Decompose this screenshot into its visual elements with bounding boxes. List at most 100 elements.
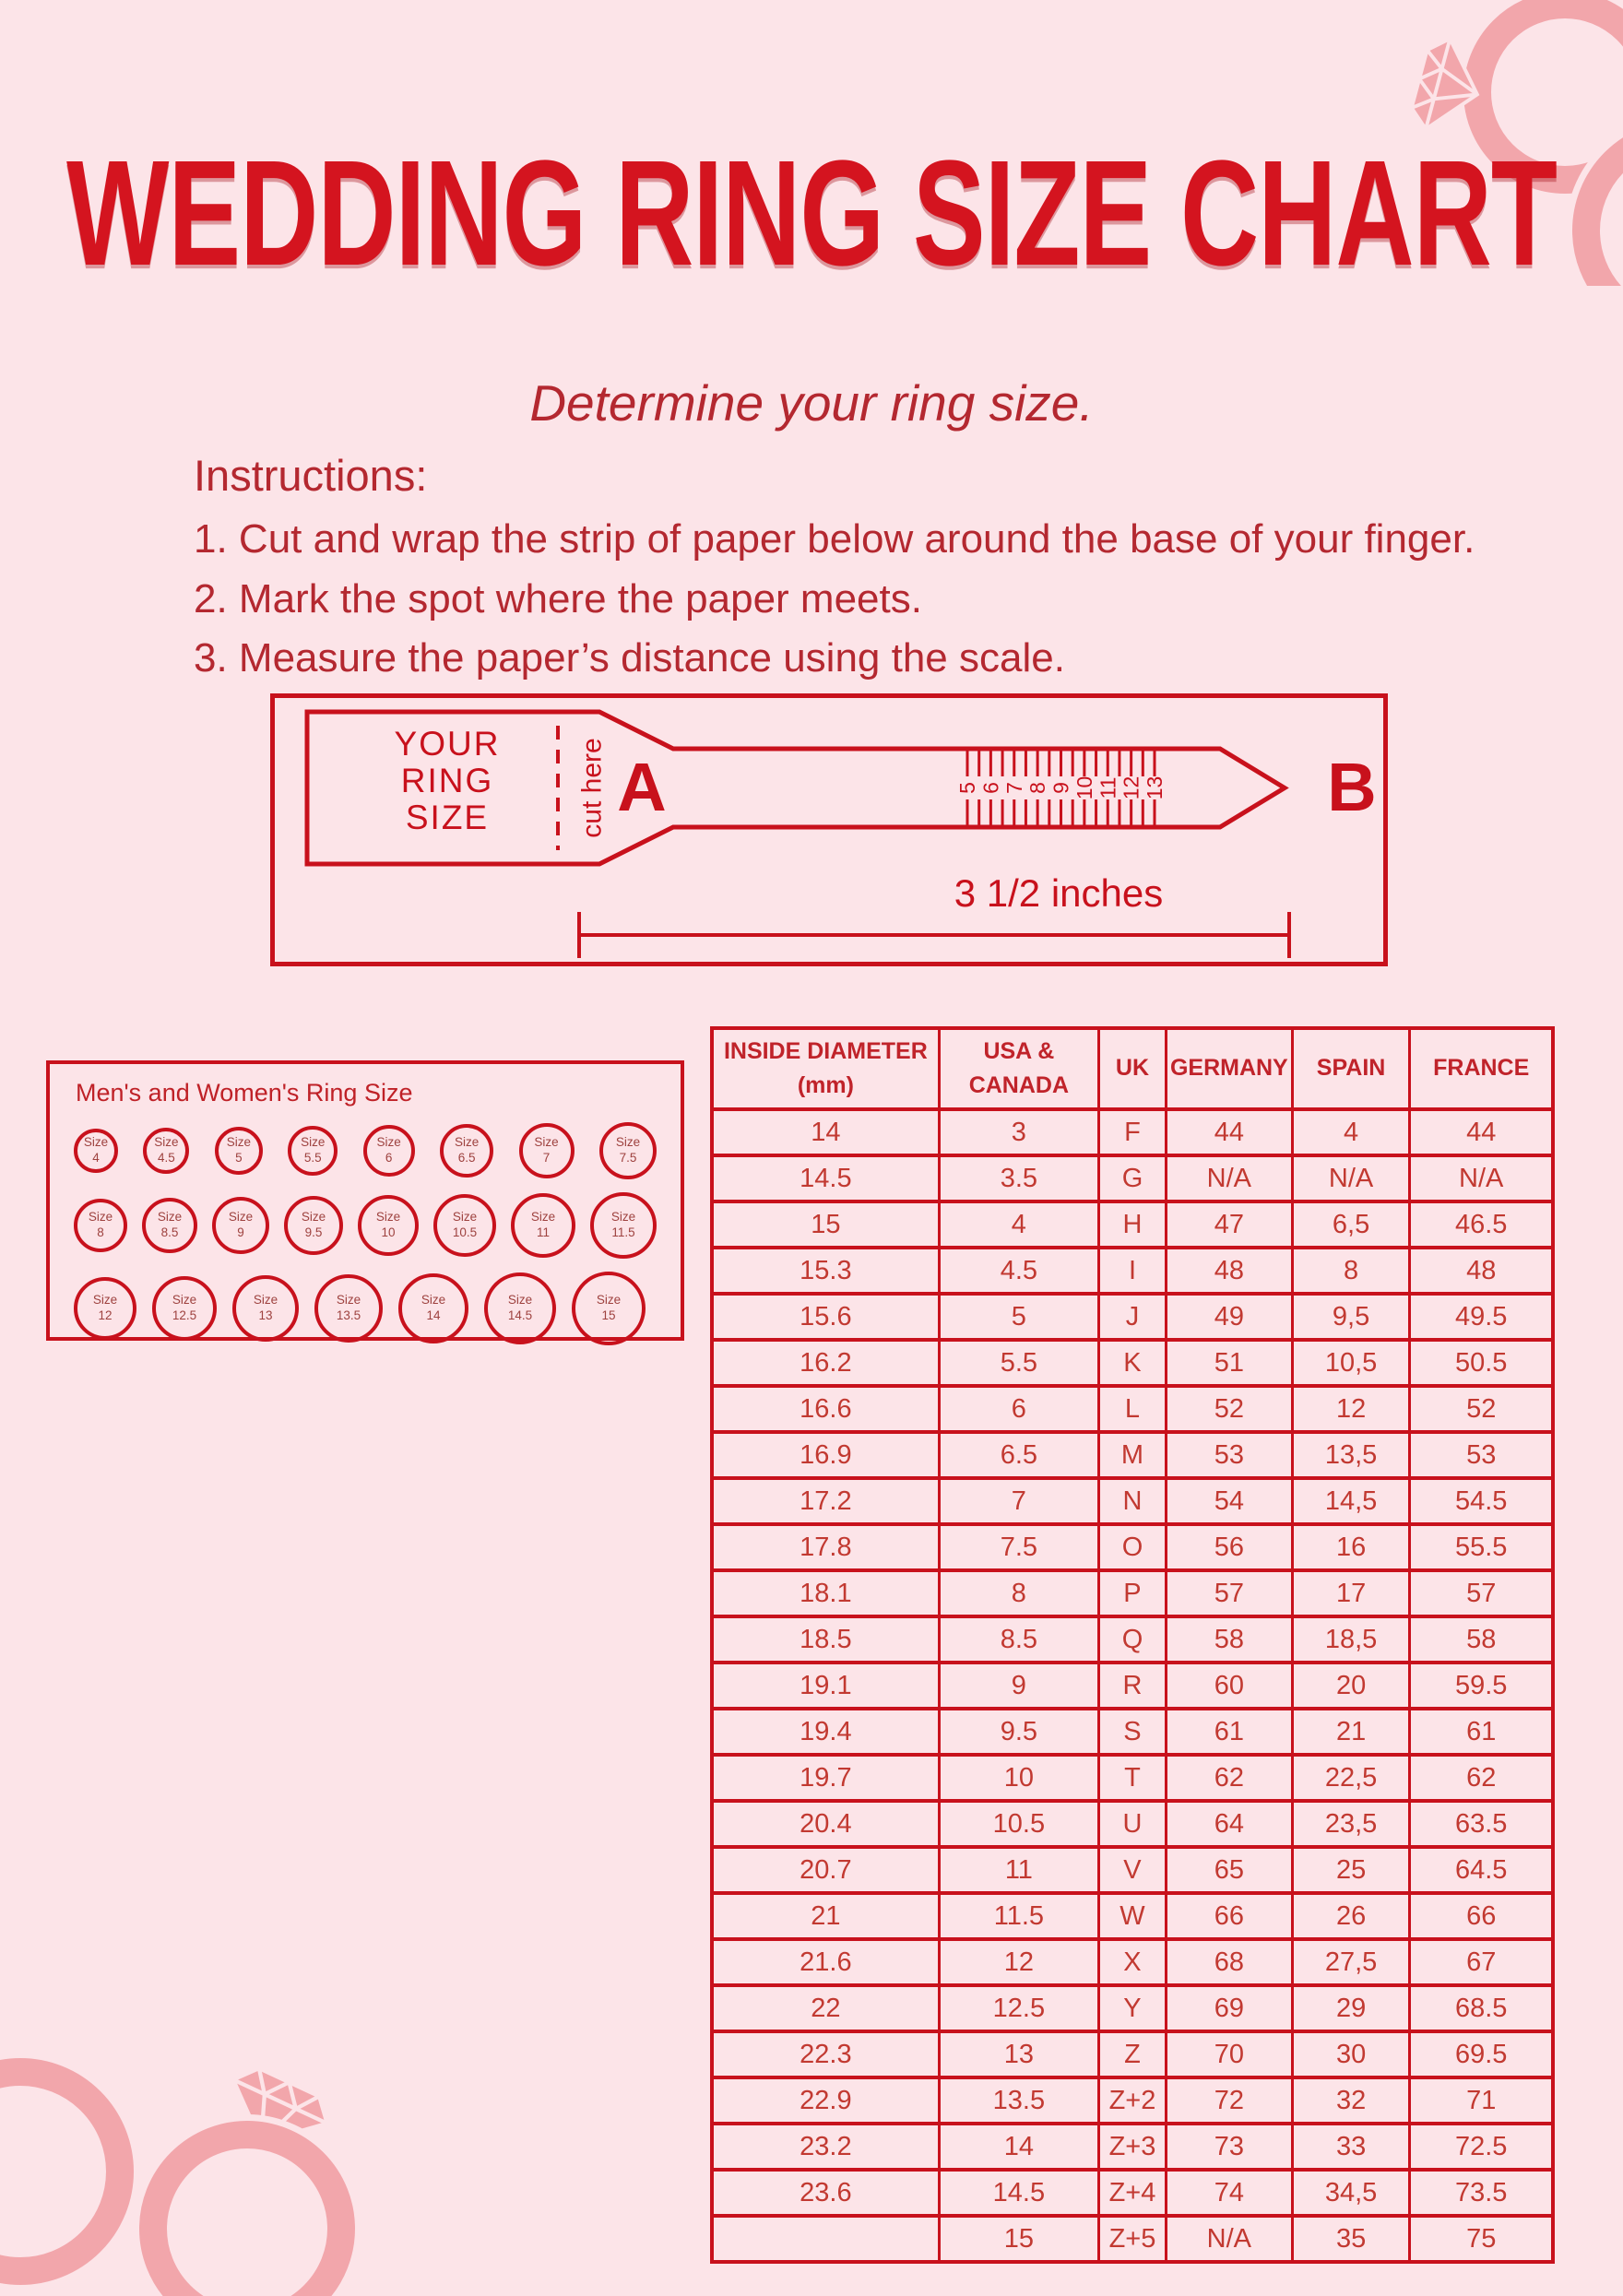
table-cell: 71 [1408,2076,1553,2124]
table-cell: 34,5 [1290,2168,1410,2216]
table-cell: K [1097,1338,1167,1386]
table-row: 19.7 10 T 62 22,5 62 [710,1753,1553,1801]
table-header-row: INSIDE DIAMETER (mm) USA & CANADA UK GERMAN… [710,1026,1553,1109]
table-cell: N/A [1164,2214,1293,2262]
table-row: 16.2 5.5 K 51 10,5 50.5 [710,1338,1553,1386]
table-cell: 62 [1164,1753,1293,1801]
circle-size-value: 14 [426,1308,441,1322]
table-cell: 9,5 [1290,1292,1410,1340]
table-cell: 8 [937,1568,1099,1616]
conversion-table-body: 14 3 F 44 4 44 14.5 3.5 G N/A N/A N/A 15 4 H 47 6,5 46.5 1… [710,1107,1553,2262]
circle-size-value: 6 [385,1151,393,1165]
circle-size-value: 13 [258,1308,273,1322]
table-row: 18.5 8.5 Q 58 18,5 58 [710,1615,1553,1663]
table-cell: 48 [1408,1246,1553,1294]
point-a-label: A [617,749,666,825]
table-cell: N [1097,1476,1167,1524]
sizer-strip-outline [304,709,1289,867]
ring-size-circle: Size 7 [518,1123,575,1178]
table-cell: 8 [1290,1246,1410,1294]
table-cell: 23,5 [1290,1799,1410,1847]
table-cell: 29 [1290,1983,1410,2031]
table-cell: 16.6 [710,1384,940,1432]
table-cell: 53 [1408,1430,1553,1478]
table-cell: 58 [1164,1615,1293,1663]
ruler-number: 8 [1025,782,1049,794]
your-ring-size-line: SIZE [406,799,489,836]
table-cell: J [1097,1292,1167,1340]
table-cell: 14 [937,2122,1099,2170]
circle-size-word: Size [154,1135,179,1150]
table-cell: 49.5 [1408,1292,1553,1340]
table-cell: G [1097,1154,1167,1201]
ruler-number: 13 [1143,776,1167,800]
circle-size-word: Size [534,1135,559,1150]
table-cell: 11.5 [937,1891,1099,1939]
table-cell: L [1097,1384,1167,1432]
ruler-number: 11 [1096,777,1120,799]
ring-size-circle: Size 10.5 [433,1194,496,1257]
ring-size-circle: Size 15 [572,1272,646,1345]
table-cell: U [1097,1799,1167,1847]
table-cell: N/A [1408,1154,1553,1201]
ring-size-circle: Size 5 [214,1127,263,1175]
ruler-number: 7 [1002,782,1026,794]
ring-size-circle: Size 4.5 [143,1128,190,1174]
column-header: USA & CANADA [937,1026,1099,1109]
table-cell: 22.9 [710,2076,940,2124]
table-cell: 13.5 [937,2076,1099,2124]
table-cell: 50.5 [1408,1338,1553,1386]
table-cell: 61 [1408,1707,1553,1755]
table-cell: 59.5 [1408,1661,1553,1709]
table-row: 20.4 10.5 U 64 23,5 63.5 [710,1799,1553,1847]
table-cell: 54.5 [1408,1476,1553,1524]
table-cell: 19.1 [710,1661,940,1709]
ring-size-circle: Size 14.5 [484,1272,556,1344]
table-cell: Z+4 [1097,2168,1167,2216]
table-cell: 5 [937,1292,1099,1340]
column-header: FRANCE [1408,1026,1553,1109]
table-cell: 20 [1290,1661,1410,1709]
ruler-number: 10 [1072,776,1096,800]
table-cell: M [1097,1430,1167,1478]
table-cell: 15 [710,1200,940,1248]
circle-size-word: Size [88,1210,113,1225]
table-cell: 10 [937,1753,1099,1801]
table-row: 15.6 5 J 49 9,5 49.5 [710,1292,1553,1340]
table-cell: 6 [937,1384,1099,1432]
circle-size-word: Size [336,1293,361,1308]
table-cell [710,2214,940,2262]
ring-gap [133,2114,361,2296]
instruction-step: 1. Cut and wrap the strip of paper below… [194,516,1475,562]
circle-size-value: 6.5 [457,1151,476,1165]
ring-size-circle: Size 13 [232,1275,299,1342]
ruler-number: 5 [955,782,979,794]
subtitle: Determine your ring size. [529,374,1094,432]
table-row: 15 4 H 47 6,5 46.5 [710,1200,1553,1248]
table-cell: 9 [937,1661,1099,1709]
table-cell: Z+2 [1097,2076,1167,2124]
circle-size-value: 10 [381,1225,396,1239]
table-cell: 19.4 [710,1707,940,1755]
table-cell: 6,5 [1290,1200,1410,1248]
table-cell: 21 [1290,1707,1410,1755]
table-cell: 20.4 [710,1799,940,1847]
table-cell: 18.1 [710,1568,940,1616]
ring-size-circle: Size 13.5 [314,1274,383,1343]
table-cell: 33 [1290,2122,1410,2170]
table-row: 18.1 8 P 57 17 57 [710,1568,1553,1616]
table-cell: 65 [1164,1845,1293,1893]
diamond-icon [1409,36,1480,132]
ring-size-circles-panel: Men's and Women's Ring Size Size 4 Size 4.5… [46,1060,684,1345]
circle-size-word: Size [615,1135,641,1150]
table-cell: R [1097,1661,1167,1709]
table-cell: 20.7 [710,1845,940,1893]
circle-row: Size 4 Size 4.5 Size 5 Size 5.5 Size 6 Size 6.5 Size… [74,1118,657,1183]
instructions-block: Instructions: 1. Cut and wrap the strip … [194,450,1475,689]
table-cell: 49 [1164,1292,1293,1340]
length-label: 3 1/2 inches [954,871,1164,915]
table-cell: 52 [1164,1384,1293,1432]
ring-sizer-svg: cut here YOUR RING SIZE A B 5 6 7 8 9 10 11 12 1… [304,709,1377,958]
table-cell: V [1097,1845,1167,1893]
table-cell: 57 [1408,1568,1553,1616]
